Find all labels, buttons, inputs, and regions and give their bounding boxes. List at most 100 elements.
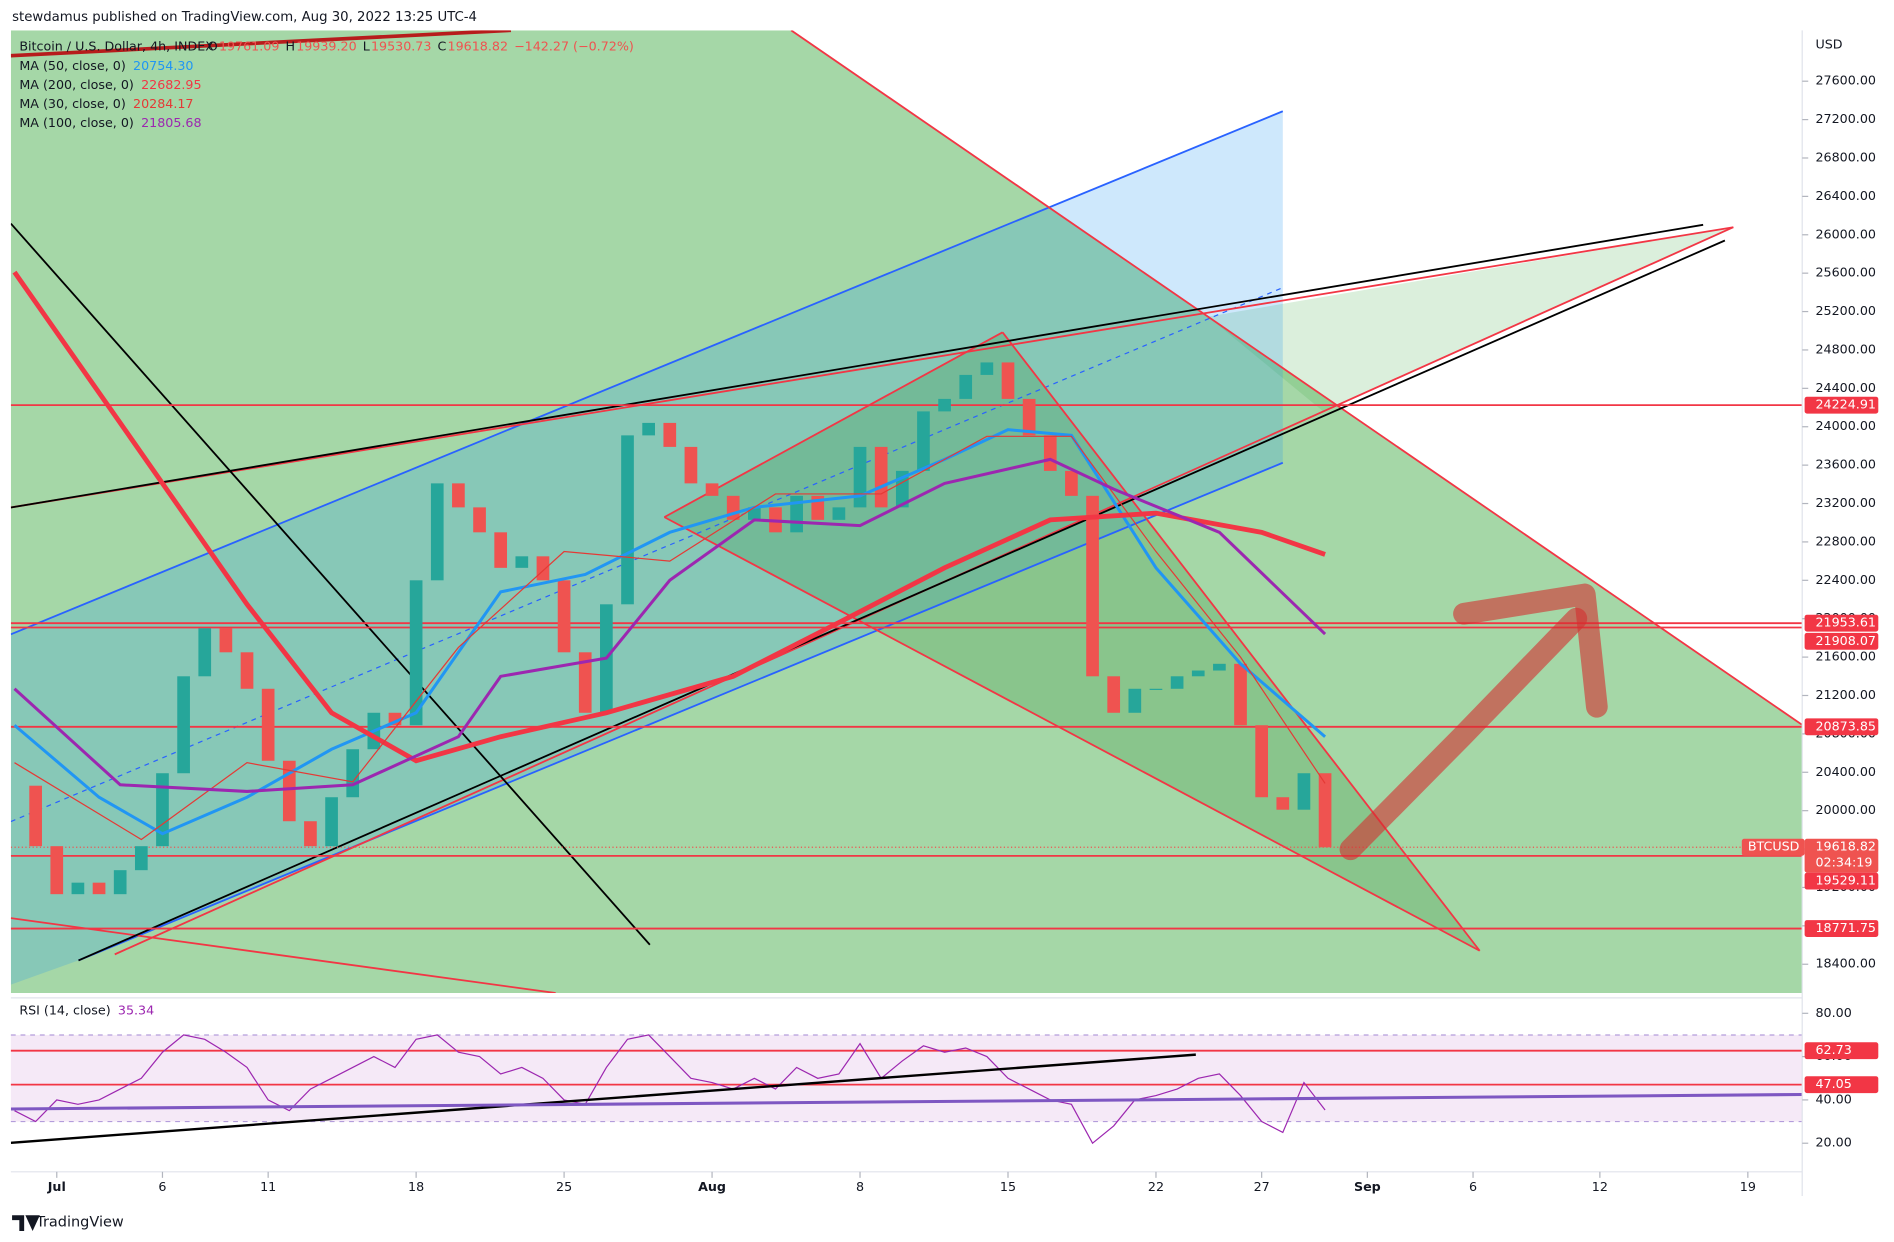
arrow-head — [1453, 583, 1608, 718]
candle — [92, 882, 106, 895]
trendline — [10, 223, 1704, 509]
symbol-title[interactable]: Bitcoin / U.S. Dollar, 4h, INDEX — [19, 39, 214, 54]
levels — [10, 404, 1803, 930]
candle — [409, 580, 423, 726]
candle — [304, 821, 317, 847]
countdown: 02:34:19 — [1815, 854, 1872, 869]
trendline — [10, 917, 556, 994]
moving-average — [14, 435, 1326, 841]
ma-name: MA (100, close, 0) — [19, 115, 134, 130]
x-tick-label: 8 — [856, 1179, 864, 1194]
ohlc-name: L — [363, 39, 370, 54]
trendline — [1001, 331, 1481, 952]
candle — [1043, 435, 1057, 471]
level-label: 19529.11 — [1815, 873, 1875, 888]
rsi-name: RSI (14, close) — [19, 1003, 110, 1018]
candle — [177, 676, 190, 774]
rsi-level-box — [1804, 1076, 1879, 1094]
trendline — [10, 226, 1734, 509]
rsi-line — [14, 1034, 1326, 1145]
ohlc-name: C — [437, 39, 446, 54]
candle — [536, 556, 550, 581]
y-tick-label: 21200.00 — [1815, 687, 1875, 702]
x-tick-label: Sep — [1354, 1179, 1381, 1194]
candle — [747, 507, 761, 520]
last-price-label: 19618.82 — [1815, 839, 1875, 854]
x-tick-label: 6 — [158, 1179, 166, 1194]
x-tick-label: 6 — [1469, 1179, 1477, 1194]
legend: Bitcoin / U.S. Dollar, 4h, INDEX O 19761.… — [19, 39, 633, 130]
x-tick-label: 25 — [556, 1179, 572, 1194]
publisher: stewdamus published on TradingView.com, … — [12, 10, 477, 25]
x-tick-label: 11 — [260, 1179, 276, 1194]
trendline — [10, 222, 651, 946]
candle — [621, 435, 634, 605]
candle — [1128, 688, 1142, 713]
x-tick-label: Aug — [698, 1179, 726, 1194]
candle — [71, 882, 85, 895]
candle — [1170, 676, 1184, 689]
level-label-box — [1804, 872, 1879, 890]
drawings — [10, 30, 1803, 994]
plot — [12, 270, 1332, 895]
candle — [684, 446, 698, 484]
candle — [156, 773, 169, 847]
candle — [346, 749, 360, 798]
ma-name: MA (200, close, 0) — [19, 77, 134, 92]
level-label-box — [1804, 396, 1879, 414]
candle — [642, 422, 655, 436]
candle — [1065, 470, 1078, 496]
y-tick-label: 22400.00 — [1815, 572, 1875, 587]
rsi-band — [10, 1034, 1803, 1122]
y-tick-label: 23200.00 — [1815, 495, 1875, 510]
footer: TradingView — [12, 1215, 124, 1231]
y-tick-label: 25600.00 — [1815, 265, 1875, 280]
level-label-box — [1804, 718, 1879, 736]
candle — [325, 797, 338, 847]
ohlc-value: 19939.20 — [296, 39, 356, 54]
candle — [853, 446, 867, 508]
x-tick-label: 15 — [1000, 1179, 1016, 1194]
candle — [917, 411, 930, 471]
ohlc-value: 19618.82 — [448, 39, 508, 54]
x-tick-label: 22 — [1148, 1179, 1164, 1194]
x-tick-label: 27 — [1254, 1179, 1270, 1194]
ma-value: 21805.68 — [141, 115, 201, 130]
candle — [134, 846, 148, 871]
candle — [198, 628, 212, 677]
candle — [50, 846, 64, 895]
ohlc-value: 19761.09 — [219, 39, 279, 54]
candle — [1022, 398, 1036, 436]
candle — [1086, 495, 1099, 677]
y-tick-label: 24800.00 — [1815, 341, 1875, 356]
level-label-box — [1804, 632, 1879, 650]
ma-name: MA (30, close, 0) — [19, 96, 125, 111]
level-label-box — [1804, 614, 1879, 632]
level-label: 20873.85 — [1815, 718, 1875, 733]
y-tick-label: 20000.00 — [1815, 802, 1875, 817]
candle — [452, 483, 465, 508]
candle — [832, 507, 846, 520]
y-tick-label: 27200.00 — [1815, 111, 1875, 126]
currency: USD — [1815, 36, 1842, 51]
green-zone — [10, 30, 1803, 994]
candle — [1149, 688, 1163, 690]
candle — [113, 870, 127, 895]
y-tick-label: 24000.00 — [1815, 418, 1875, 433]
candle — [663, 422, 677, 447]
y-tick-label: 25200.00 — [1815, 303, 1875, 318]
trendline — [663, 331, 1003, 518]
rsi-value: 35.34 — [118, 1003, 154, 1018]
level-label-box — [1804, 920, 1879, 938]
level-label: 21908.07 — [1815, 633, 1875, 648]
channel-zone — [10, 111, 1283, 985]
rsi-tick-label: 20.00 — [1815, 1135, 1851, 1150]
trendline — [78, 239, 1726, 962]
candle — [515, 556, 529, 568]
ohlc-name: H — [285, 39, 295, 54]
candle — [29, 785, 42, 847]
moving-average — [12, 270, 1326, 764]
last-price-box — [1804, 838, 1879, 873]
y-tick-label: 27600.00 — [1815, 73, 1875, 88]
